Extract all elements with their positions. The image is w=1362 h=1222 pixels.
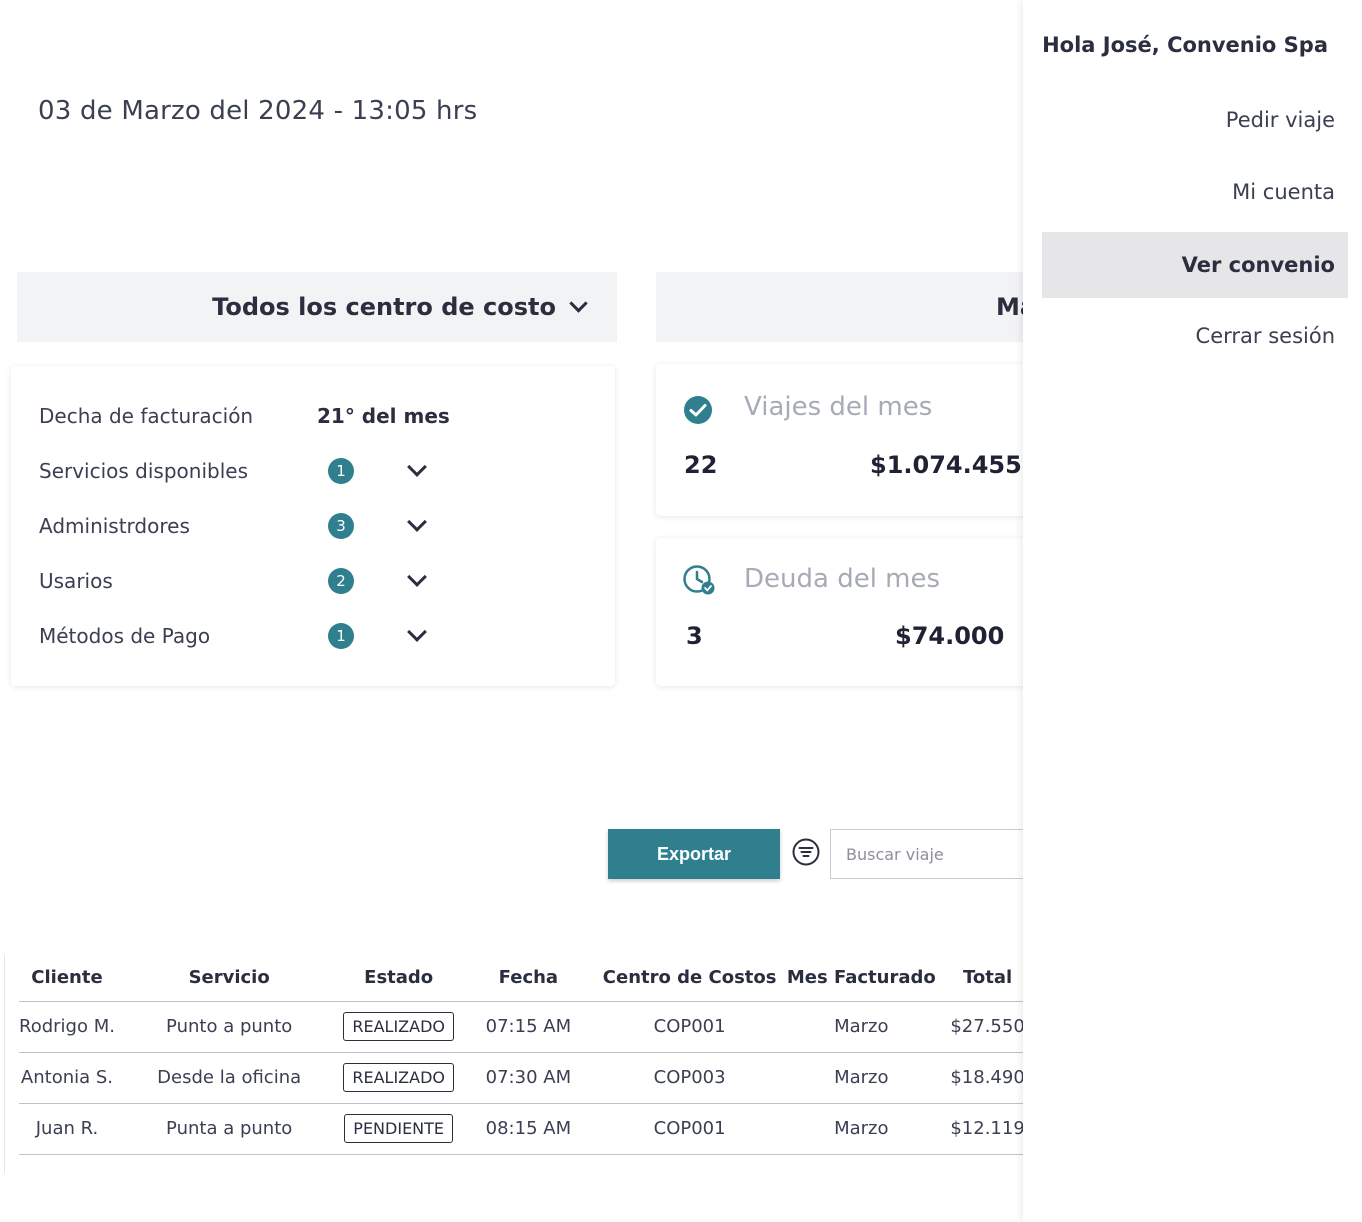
- agreement-summary-card: Decha de facturación 21° del mes Servici…: [11, 366, 615, 686]
- cell-servicio: Desde la oficina: [114, 1052, 344, 1104]
- side-menu: Hola José, Convenio Spa Pedir viaje Mi c…: [1023, 0, 1362, 1222]
- export-button[interactable]: Exportar: [608, 829, 780, 879]
- menu-item-mi-cuenta[interactable]: Mi cuenta: [1232, 180, 1335, 204]
- column-header-cliente[interactable]: Cliente: [19, 955, 115, 1002]
- payment-methods-label: Métodos de Pago: [39, 624, 211, 648]
- chevron-down-icon[interactable]: [407, 567, 427, 587]
- cell-centro: COP003: [602, 1052, 777, 1104]
- filter-icon[interactable]: [791, 837, 821, 867]
- cell-servicio: Punto a punto: [114, 1001, 344, 1053]
- status-badge: PENDIENTE: [344, 1114, 454, 1143]
- cell-fecha: 08:15 AM: [453, 1103, 603, 1155]
- main-content: 03 de Marzo del 2024 - 13:05 hrs Todos l…: [4, 96, 1024, 1173]
- trips-amount: $1.074.455: [870, 451, 1022, 479]
- cell-servicio: Punta a punto: [114, 1103, 344, 1155]
- billing-date-row: Decha de facturación 21° del mes: [39, 401, 459, 431]
- clock-icon: [683, 565, 715, 595]
- debt-of-month-card: Deuda del mes 3 $74.000: [656, 538, 1024, 686]
- trips-count: 22: [684, 451, 718, 479]
- current-datetime: 03 de Marzo del 2024 - 13:05 hrs: [38, 96, 478, 126]
- trips-title: Viajes del mes: [744, 392, 933, 422]
- table-row[interactable]: Rodrigo M. Punto a punto REALIZADO 07:15…: [19, 1001, 1024, 1053]
- billing-date-value: 21° del mes: [317, 404, 450, 428]
- user-greeting: Hola José, Convenio Spa: [1042, 33, 1328, 57]
- column-header-fecha[interactable]: Fecha: [453, 955, 603, 1002]
- column-header-centro-costos[interactable]: Centro de Costos: [602, 955, 777, 1002]
- cell-cliente: Antonia S.: [19, 1052, 115, 1104]
- cell-fecha: 07:15 AM: [453, 1001, 603, 1053]
- services-label: Servicios disponibles: [39, 459, 248, 483]
- cell-centro: COP001: [602, 1001, 777, 1053]
- table-row[interactable]: Juan R. Punta a punto PENDIENTE 08:15 AM…: [19, 1103, 1024, 1155]
- billing-date-label: Decha de facturación: [39, 404, 254, 428]
- column-header-estado[interactable]: Estado: [343, 955, 454, 1002]
- chevron-down-icon[interactable]: [407, 512, 427, 532]
- cell-total: $12.119: [946, 1103, 1024, 1155]
- cell-estado: REALIZADO: [343, 1001, 454, 1053]
- cell-cliente: Juan R.: [19, 1103, 115, 1155]
- cost-center-label: Todos los centro de costo: [212, 293, 556, 321]
- cost-center-dropdown[interactable]: Todos los centro de costo: [17, 272, 617, 342]
- users-row: Usarios 2: [39, 566, 459, 596]
- debt-amount: $74.000: [895, 622, 1005, 650]
- users-label: Usarios: [39, 569, 113, 593]
- admins-count-badge: 3: [328, 513, 354, 539]
- check-circle-icon: [684, 396, 712, 424]
- column-header-servicio[interactable]: Servicio: [114, 955, 344, 1002]
- cell-mes: Marzo: [776, 1001, 947, 1053]
- search-trip-input[interactable]: [830, 829, 1024, 879]
- status-badge: REALIZADO: [343, 1012, 454, 1041]
- table-left-divider: [4, 955, 5, 1173]
- month-dropdown-label: Mar: [996, 293, 1024, 321]
- admins-row: Administrdores 3: [39, 511, 459, 541]
- cell-estado: REALIZADO: [343, 1052, 454, 1104]
- users-count-badge: 2: [328, 568, 354, 594]
- chevron-down-icon: [569, 293, 588, 313]
- payment-methods-row: Métodos de Pago 1: [39, 621, 459, 651]
- debt-count: 3: [686, 622, 703, 650]
- menu-item-ver-convenio[interactable]: Ver convenio: [1042, 232, 1348, 298]
- column-header-mes-facturado[interactable]: Mes Facturado: [776, 955, 947, 1002]
- cell-fecha: 07:30 AM: [453, 1052, 603, 1104]
- cell-cliente: Rodrigo M.: [19, 1001, 115, 1053]
- payment-methods-count-badge: 1: [328, 623, 354, 649]
- chevron-down-icon[interactable]: [407, 457, 427, 477]
- trips-table: Cliente Servicio Estado Fecha Centro de …: [19, 955, 1024, 1155]
- table-header-row: Cliente Servicio Estado Fecha Centro de …: [19, 955, 1024, 1002]
- table-row[interactable]: Antonia S. Desde la oficina REALIZADO 07…: [19, 1052, 1024, 1104]
- admins-label: Administrdores: [39, 514, 190, 538]
- chevron-down-icon[interactable]: [407, 622, 427, 642]
- services-row: Servicios disponibles 1: [39, 456, 459, 486]
- services-count-badge: 1: [328, 458, 354, 484]
- column-header-total[interactable]: Total: [946, 955, 1024, 1002]
- debt-title: Deuda del mes: [744, 564, 941, 594]
- cell-total: $27.550: [946, 1001, 1024, 1053]
- cell-centro: COP001: [602, 1103, 777, 1155]
- menu-item-pedir-viaje[interactable]: Pedir viaje: [1225, 108, 1335, 132]
- status-badge: REALIZADO: [343, 1063, 454, 1092]
- cell-estado: PENDIENTE: [343, 1103, 454, 1155]
- cell-mes: Marzo: [776, 1103, 947, 1155]
- menu-item-cerrar-sesion[interactable]: Cerrar sesión: [1195, 324, 1335, 348]
- trips-of-month-card: Viajes del mes 22 $1.074.455: [656, 364, 1024, 516]
- cell-mes: Marzo: [776, 1052, 947, 1104]
- cell-total: $18.490: [946, 1052, 1024, 1104]
- month-dropdown[interactable]: Mar: [656, 272, 1024, 342]
